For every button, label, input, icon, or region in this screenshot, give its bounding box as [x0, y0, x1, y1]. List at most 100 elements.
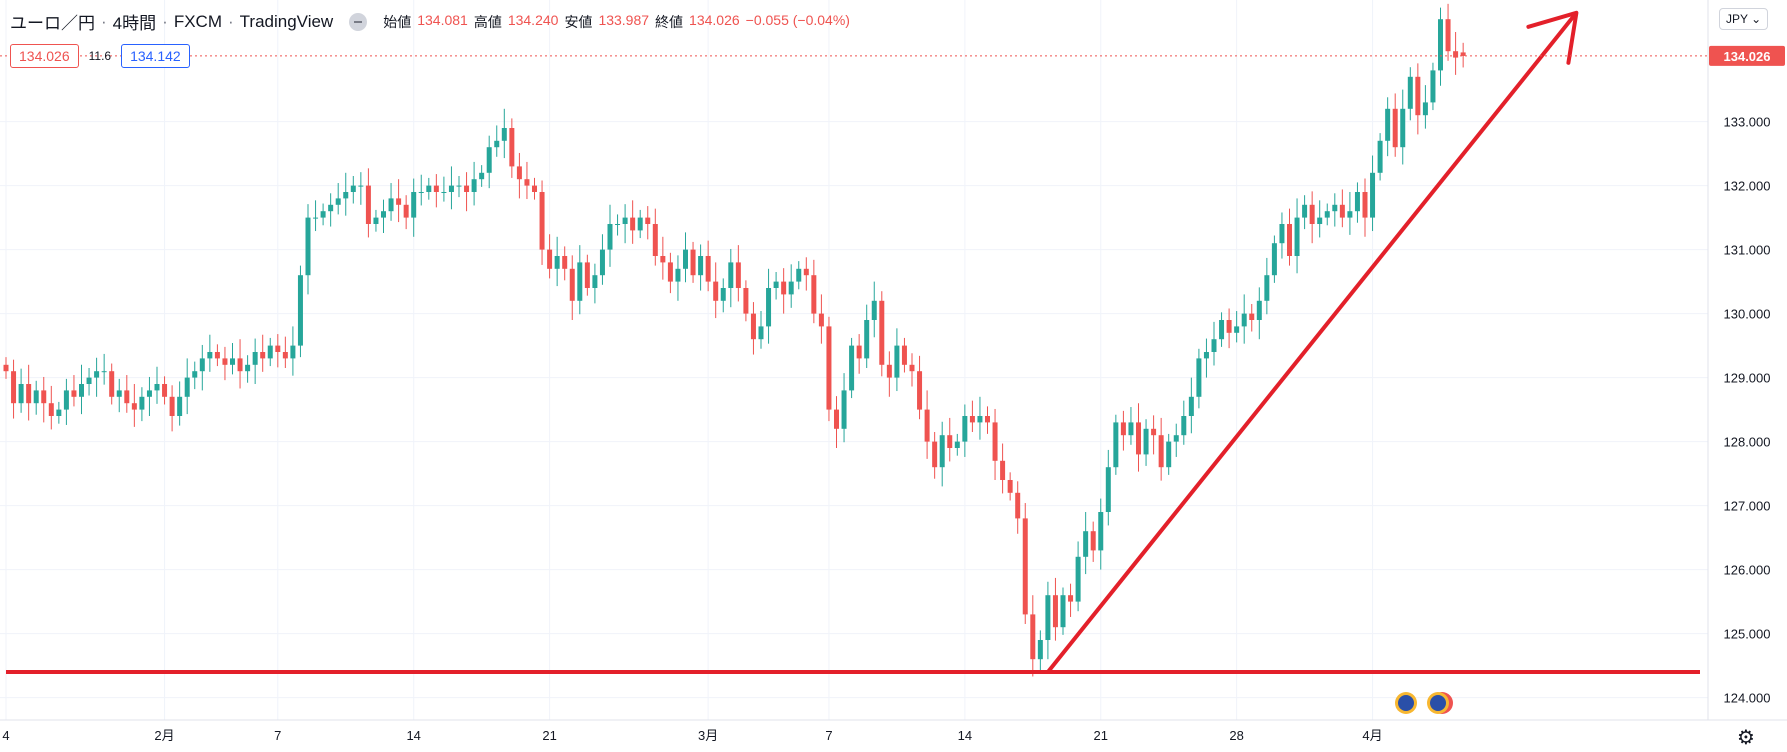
candle-body — [1241, 313, 1247, 327]
interval[interactable]: 4時間 — [112, 14, 157, 33]
candle-body — [879, 300, 885, 365]
candle-body — [33, 390, 39, 404]
candle-body — [1271, 243, 1277, 276]
sell-button[interactable]: 134.026 — [10, 44, 79, 68]
candle-body — [826, 326, 832, 410]
candle-body — [1256, 300, 1262, 320]
eu-flag-icon-2[interactable] — [1430, 695, 1446, 711]
exchange: FXCM — [173, 11, 222, 31]
buy-button[interactable]: 134.142 — [121, 44, 190, 68]
candle-body — [252, 352, 258, 365]
brand: TradingView — [239, 11, 334, 31]
trend-arrow-line — [1046, 11, 1578, 674]
candle-body — [1354, 192, 1360, 212]
candle-body — [365, 185, 371, 224]
currency-button[interactable]: JPY ⌄ — [1719, 8, 1769, 30]
candle-body — [177, 396, 183, 416]
close-value: 134.026 — [689, 11, 740, 28]
candle-body — [1309, 204, 1315, 224]
candle-body — [124, 390, 130, 404]
candle-body — [841, 390, 847, 429]
candle-body — [954, 441, 960, 448]
candle-body — [834, 409, 839, 429]
candle-body — [71, 390, 77, 397]
change-value: −0.055 (−0.04%) — [745, 11, 850, 28]
event-icons[interactable] — [1395, 692, 1453, 714]
candle-body — [1173, 435, 1179, 442]
y-tick-label: 127.000 — [1724, 499, 1771, 514]
candle-body — [1075, 556, 1081, 602]
candle-body — [1430, 70, 1436, 103]
candle-body — [743, 288, 749, 314]
candle-body — [199, 358, 205, 372]
candle-body — [388, 198, 394, 212]
trend-arrow-head — [1526, 10, 1579, 65]
open-label: 始値 — [383, 13, 412, 30]
candle-body — [524, 179, 530, 186]
candle-body — [1422, 102, 1428, 116]
candle-body — [1324, 211, 1330, 218]
candle-body — [1151, 428, 1157, 436]
candle-body — [313, 217, 319, 219]
candle-body — [886, 364, 892, 378]
candle-body — [1022, 518, 1028, 615]
hide-toggle-icon[interactable] — [349, 12, 368, 31]
candle-body — [1445, 19, 1451, 52]
x-tick-label: 14 — [958, 728, 972, 743]
candle-body — [969, 416, 975, 423]
y-tick-label: 128.000 — [1724, 435, 1771, 450]
symbol-legend: ユーロ／円 · 4時間 · FXCM · TradingView 始値 134.0… — [10, 9, 850, 34]
candle-body — [131, 403, 137, 410]
candle-body — [230, 358, 235, 365]
candle-body — [479, 172, 485, 180]
candle-body — [94, 371, 100, 378]
candle-body — [11, 371, 17, 404]
x-tick-label: 21 — [542, 728, 556, 743]
candle-body — [501, 128, 507, 141]
candle-body — [192, 371, 198, 378]
candle-body — [1098, 512, 1104, 551]
candle-body — [901, 345, 907, 365]
candle-body — [1392, 108, 1398, 148]
candle-body — [728, 262, 734, 288]
candle-body — [358, 185, 364, 187]
candle-body — [652, 224, 658, 256]
candle-body — [1015, 492, 1021, 519]
candle-body — [1302, 204, 1308, 218]
y-tick-label: 133.000 — [1724, 115, 1771, 130]
candle-body — [750, 313, 756, 340]
candle-body — [433, 185, 439, 192]
candle-body — [18, 384, 24, 404]
symbol-name[interactable]: ユーロ／円 — [10, 14, 95, 33]
candle-body — [448, 185, 454, 192]
candle-body — [1158, 435, 1164, 468]
candle-body — [947, 435, 953, 448]
price-axis[interactable]: 124.000 125.000 126.000 127.000 128.000 129.0… — [1724, 115, 1771, 706]
candle-body — [766, 288, 772, 327]
eu-flag-icon[interactable] — [1398, 695, 1414, 711]
candle-body — [290, 345, 296, 359]
candle-body — [101, 371, 107, 373]
candle-body — [735, 262, 741, 288]
candle-body — [894, 345, 900, 378]
time-axis[interactable]: 4 2月 7 14 21 3月 7 14 21 28 4月 — [2, 728, 1382, 743]
candle-body — [237, 358, 243, 372]
candle-body — [962, 416, 968, 442]
candle-body — [56, 409, 62, 416]
x-tick-label: 21 — [1094, 728, 1108, 743]
last-price-label: 134.026 — [1724, 49, 1771, 64]
y-tick-label: 129.000 — [1724, 371, 1771, 386]
candle-body — [396, 198, 402, 205]
candle-body — [1181, 416, 1187, 436]
settings-gear-icon[interactable]: ⚙ — [1737, 727, 1755, 749]
candle-body — [441, 192, 447, 193]
candle-body — [3, 364, 9, 372]
y-tick-label: 125.000 — [1724, 627, 1771, 642]
low-label: 安値 — [564, 13, 593, 30]
candle-body — [803, 268, 809, 276]
candle-body — [773, 281, 779, 288]
candle-body — [335, 198, 341, 205]
candle-body — [690, 249, 696, 276]
candle-body — [788, 281, 794, 295]
